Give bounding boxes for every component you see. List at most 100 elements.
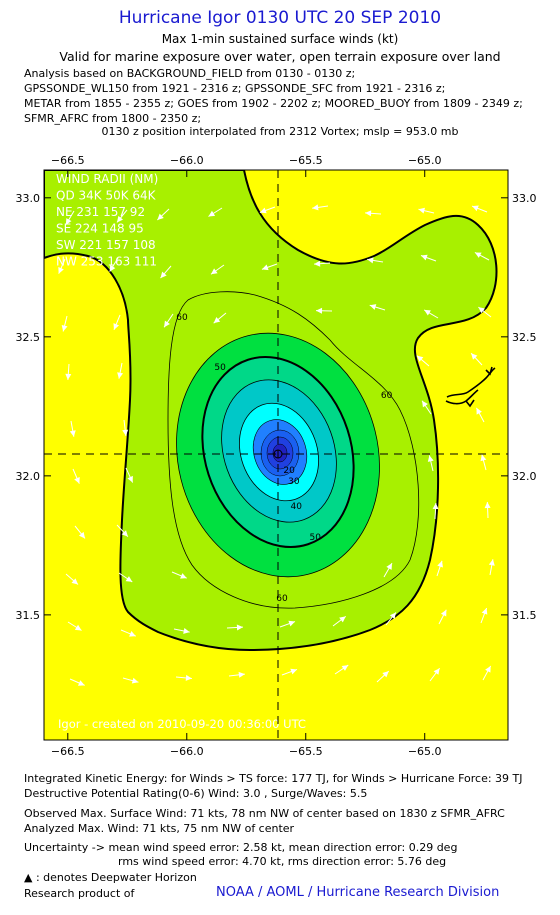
y-tick-label-left: 31.5 xyxy=(16,609,41,622)
wind-vector-head xyxy=(78,531,86,539)
wind-vector-head xyxy=(480,454,487,462)
wind-radii-line: SW 221 157 108 xyxy=(56,238,156,252)
deepwater-legend: ▲ : denotes Deepwater Horizon xyxy=(24,871,197,884)
y-tick-label-right: 32.0 xyxy=(512,470,537,483)
wind-vector-head xyxy=(365,210,372,217)
y-tick-label-right: 32.5 xyxy=(512,331,537,344)
wind-vector-head xyxy=(127,475,133,483)
wind-vector-head xyxy=(131,677,139,684)
wind-vector-head xyxy=(69,430,76,437)
wind-vector-head xyxy=(386,563,392,570)
uncertainty-line: Uncertainty -> mean wind speed error: 2.… xyxy=(24,841,458,854)
wind-vector-head xyxy=(290,668,298,675)
wind-vector-head xyxy=(116,215,124,223)
ike-line: Integrated Kinetic Energy: for Winds > T… xyxy=(24,772,523,785)
wind-vector-head xyxy=(424,309,431,316)
x-tick-label-top: −66.0 xyxy=(170,154,204,167)
wind-vector-head xyxy=(121,530,128,537)
wind-vector-field xyxy=(58,204,495,686)
wind-vector-head xyxy=(312,204,319,211)
analysis-line: GPSSONDE_WL150 from 1921 - 2316 z; GPSSO… xyxy=(24,82,446,95)
wind-vector-head xyxy=(157,213,164,220)
wind-vector-head xyxy=(478,307,485,314)
axis-ticks: −66.5 −66.5 −66.0 −66.0 −65.5 −65.5 −65.0 −65.0… xyxy=(16,154,537,758)
x-tick-label-bottom: −65.5 xyxy=(289,745,323,758)
research-credit: Research product of xyxy=(24,887,135,900)
wind-vector-head xyxy=(416,355,424,362)
wind-vector-head xyxy=(422,400,428,408)
wind-vector-head xyxy=(125,576,133,582)
wind-vector-head xyxy=(109,264,116,272)
chart-title: Hurricane Igor 0130 UTC 20 SEP 2010 xyxy=(118,8,442,28)
contour-label: 50 xyxy=(214,363,226,373)
x-tick-label-top: −65.5 xyxy=(289,154,323,167)
x-tick-label-top: −65.0 xyxy=(408,154,442,167)
analysis-sources: Analysis based on BACKGROUND_FIELD from … xyxy=(24,66,523,126)
y-tick-label-right: 31.5 xyxy=(512,609,537,622)
contour-label: 20 xyxy=(283,466,295,476)
wind-vector-head xyxy=(316,307,323,314)
wind-vector-head xyxy=(427,455,434,462)
chart-credit: Igor - created on 2010-09-20 00:36:00 UT… xyxy=(58,717,306,731)
wind-radii-line: NE 231 157 92 xyxy=(56,205,145,219)
wind-vector-head xyxy=(472,205,479,212)
wind-radii-line: QD 34K 50K 64K xyxy=(56,189,157,203)
contour-label: 40 xyxy=(290,502,302,512)
chart-subtitle-units: Max 1-min sustained surface winds (kt) xyxy=(161,32,399,46)
analysis-line: METAR from 1855 - 2355 z; GOES from 1902… xyxy=(24,97,523,110)
wind-vector-head xyxy=(77,680,85,686)
plot-frame xyxy=(43,169,509,741)
wind-vector-head xyxy=(61,324,68,332)
wind-vector-head xyxy=(74,476,80,484)
contour-60kt xyxy=(167,291,420,609)
analysis-line: Analysis based on BACKGROUND_FIELD from … xyxy=(24,67,356,80)
wind-vector-head xyxy=(314,260,321,267)
wind-vector-head xyxy=(288,620,296,627)
wind-vector-head xyxy=(339,616,346,623)
wind-vector-head xyxy=(65,218,72,225)
wind-vector-head xyxy=(160,271,167,279)
contour-label: 60 xyxy=(381,391,393,401)
wind-vector-head xyxy=(74,624,82,631)
contour-label: 60 xyxy=(176,313,188,323)
y-tick-label-right: 33.0 xyxy=(512,192,537,205)
rms-error-line: rms wind speed error: 4.70 kt, rms direc… xyxy=(118,855,447,868)
wind-vector-head xyxy=(164,320,170,328)
wind-vector-head xyxy=(488,559,495,566)
dpr-line: Destructive Potential Rating(0-6) Wind: … xyxy=(24,787,368,800)
wind-vector-head xyxy=(213,317,221,324)
wind-vector-head xyxy=(208,210,216,217)
wind-vector-head xyxy=(117,372,124,379)
analyzed-max-line: Analyzed Max. Wind: 71 kts, 75 nm NW of … xyxy=(24,822,295,835)
x-tick-label-bottom: −66.5 xyxy=(51,745,85,758)
wind-vector-head xyxy=(341,665,349,671)
wind-vector-head xyxy=(471,353,478,360)
wind-vector-head xyxy=(433,668,440,675)
contour-label: 50 xyxy=(310,533,322,543)
wind-vector-head xyxy=(484,502,491,509)
y-tick-label-left: 32.5 xyxy=(16,331,41,344)
wind-vector-head xyxy=(65,373,72,380)
wind-radii-line: NW 253 163 111 xyxy=(56,255,157,269)
wind-radii-line: WIND RADII (NM) xyxy=(56,172,158,186)
wind-vector-head xyxy=(113,323,120,330)
wind-vector-head xyxy=(476,407,482,415)
wind-vector-head xyxy=(437,560,443,568)
x-tick-label-top: −66.5 xyxy=(51,154,85,167)
wind-vector-head xyxy=(382,671,389,678)
wind-vector-head xyxy=(210,268,218,275)
wind-vector-head xyxy=(440,609,447,617)
wind-vector-head xyxy=(180,573,187,579)
x-tick-label-bottom: −66.0 xyxy=(170,745,204,758)
wind-vector-head xyxy=(369,304,377,310)
wind-vector-head xyxy=(58,267,64,274)
noaa-link[interactable]: NOAA / AOML / Hurricane Research Divisio… xyxy=(216,885,500,900)
wind-vector-head xyxy=(71,578,79,585)
contour-label: 60 xyxy=(276,594,288,604)
chart-subtitle-validity: Valid for marine exposure over water, op… xyxy=(59,49,501,64)
wind-vector-head xyxy=(474,252,482,258)
bermuda-island xyxy=(445,366,496,408)
wind-vector-head xyxy=(432,503,439,510)
